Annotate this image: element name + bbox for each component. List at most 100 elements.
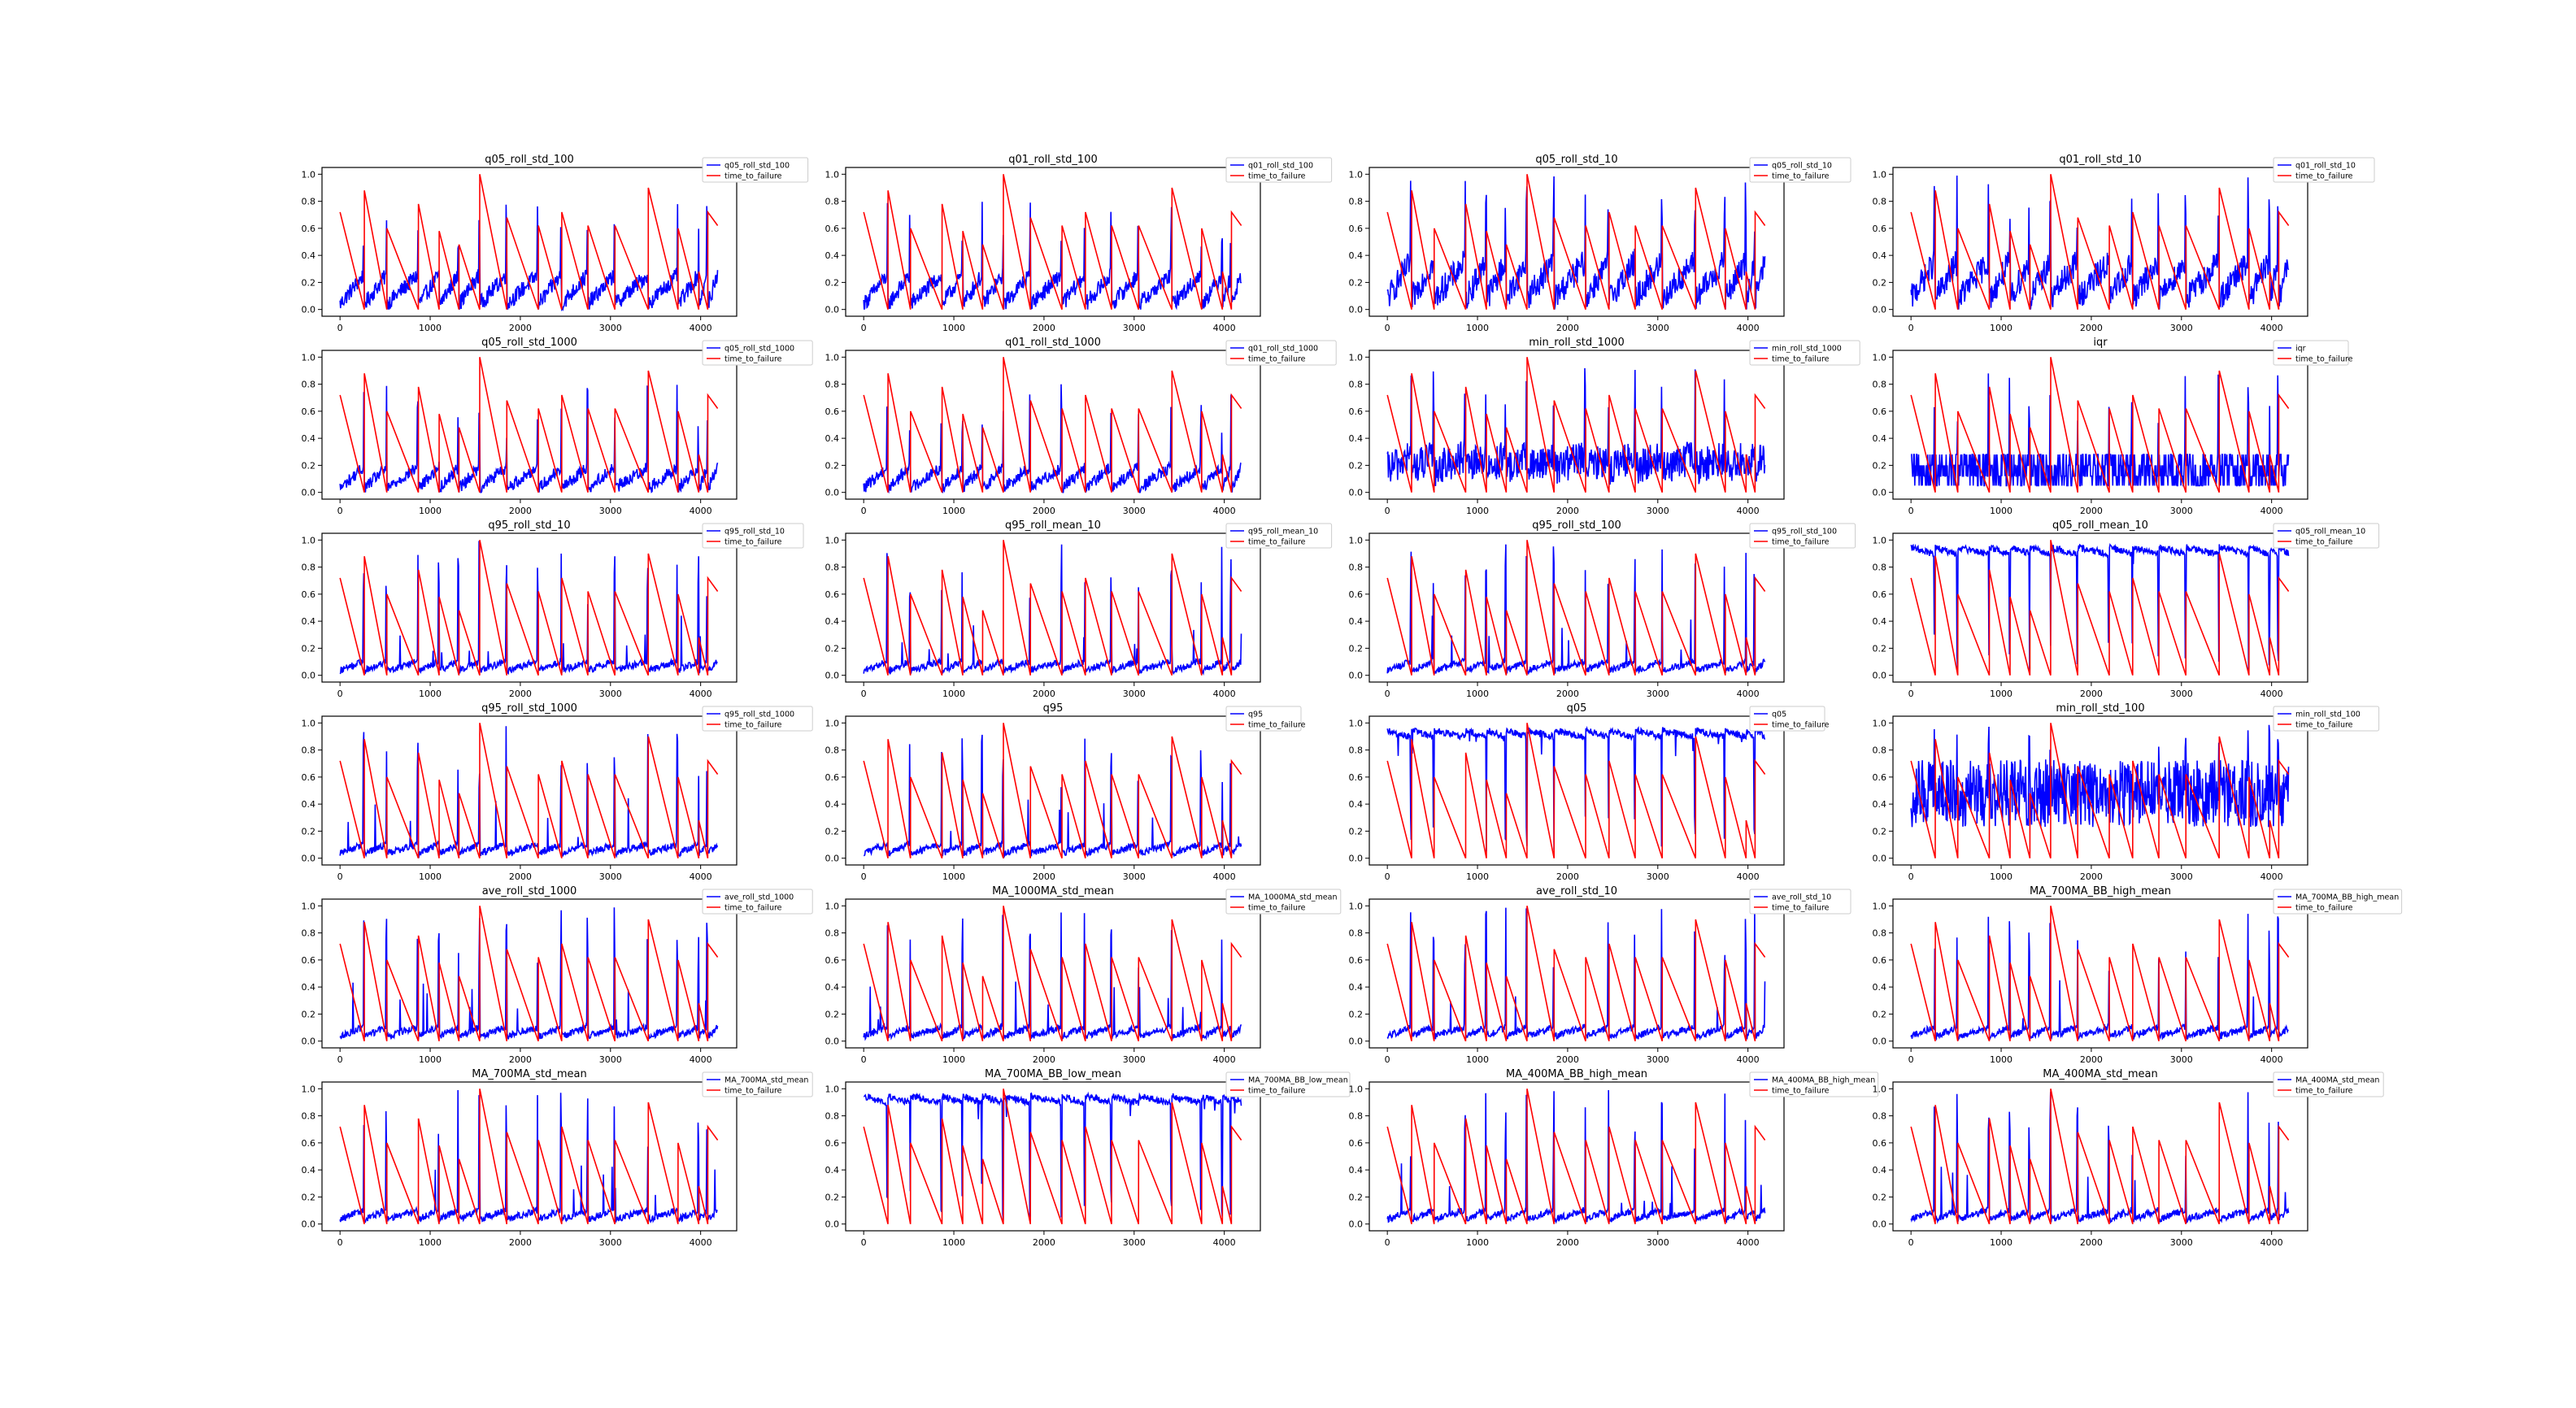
x-tick-label: 1000 <box>1466 1237 1489 1248</box>
subplot-20: 0 1000 2000 3000 4000 0.0 0.2 0.4 0.6 0.8 1.0 MA_70… <box>1873 885 2403 1065</box>
subplot-18: 0 1000 2000 3000 4000 0.0 0.2 0.4 0.6 0.8 1.0 MA_10… <box>825 885 1342 1065</box>
subplot-9: 0 1000 2000 3000 4000 0.0 0.2 0.4 0.6 0.8 1.0 q95_r… <box>302 519 804 699</box>
x-tick-label: 3000 <box>599 1054 622 1065</box>
x-tick-label: 4000 <box>1213 323 1236 333</box>
y-tick-label: 0.2 <box>1873 643 1887 654</box>
y-tick-label: 0.0 <box>302 854 316 864</box>
legend: MA_700MA_std_mean time_to_failure <box>702 1071 813 1097</box>
y-tick-label: 0.0 <box>1873 854 1887 864</box>
x-tick-label: 1000 <box>419 1054 442 1065</box>
x-tick-label: 2000 <box>1033 1237 1055 1248</box>
x-tick-label: 0 <box>1908 323 1914 333</box>
axes-frame <box>1368 350 1785 500</box>
x-tick-label: 2000 <box>1556 1054 1579 1065</box>
x-tick-label: 1000 <box>1466 323 1489 333</box>
x-tick-label: 3000 <box>599 689 622 699</box>
y-tick-label: 0.4 <box>1349 982 1364 993</box>
x-tick-label: 0 <box>337 323 343 333</box>
x-tick-label: 2000 <box>1556 506 1579 516</box>
subplot-title: q95_roll_std_100 <box>1532 519 1621 532</box>
y-tick-label: 0.8 <box>1349 563 1364 573</box>
y-tick-label: 0.4 <box>1349 616 1364 627</box>
legend-label: time_to_failure <box>1772 538 1830 547</box>
series-line-q95_roll_std_1000 <box>339 726 719 859</box>
subplot-title: q05_roll_std_100 <box>485 154 573 166</box>
x-tick-label: 4000 <box>690 689 712 699</box>
legend-frame <box>2273 1071 2384 1097</box>
legend-label: q01_roll_std_1000 <box>1248 345 1318 354</box>
legend-label: time_to_failure <box>1248 172 1306 181</box>
legend-frame <box>702 523 804 549</box>
legend-label: q05_roll_std_100 <box>724 162 790 171</box>
x-tick-label: 3000 <box>1123 323 1146 333</box>
y-tick-label: 1.0 <box>302 718 316 728</box>
subplot-title: MA_400MA_std_mean <box>2043 1068 2158 1080</box>
series-line-MA_1000MA_std_mean <box>863 912 1242 1041</box>
x-tick-label: 3000 <box>599 1237 622 1248</box>
x-tick-label: 0 <box>1385 323 1390 333</box>
series-line-min_roll_std_100 <box>1910 724 2290 828</box>
subplot-title: q05_roll_std_10 <box>1535 154 1617 166</box>
y-tick-label: 1.0 <box>1349 169 1364 180</box>
x-tick-label: 0 <box>337 1237 343 1248</box>
legend: ave_roll_std_1000 time_to_failure <box>702 889 813 915</box>
x-tick-label: 0 <box>1385 689 1390 699</box>
y-tick-label: 0.2 <box>825 1009 840 1019</box>
x-tick-label: 0 <box>1385 871 1390 882</box>
x-tick-label: 4000 <box>1737 689 1760 699</box>
series-line-time_to_failure <box>1910 723 2290 858</box>
series-line-time_to_failure <box>339 174 719 310</box>
y-tick-label: 1.0 <box>825 718 840 728</box>
x-tick-label: 4000 <box>690 1054 712 1065</box>
y-tick-label: 0.0 <box>825 488 840 498</box>
x-tick-label: 3000 <box>2170 689 2193 699</box>
x-tick-label: 2000 <box>509 871 532 882</box>
y-tick-label: 0.6 <box>825 772 840 783</box>
legend-label: iqr <box>2295 345 2306 354</box>
x-tick-label: 4000 <box>1737 1054 1760 1065</box>
series-line-time_to_failure <box>1386 723 1766 858</box>
x-tick-label: 1000 <box>1990 323 2012 333</box>
series-line-MA_700MA_std_mean <box>339 1089 718 1223</box>
series-line-time_to_failure <box>339 906 719 1041</box>
y-tick-label: 0.4 <box>825 616 840 627</box>
y-tick-label: 1.0 <box>1873 169 1887 180</box>
y-tick-label: 0.0 <box>1873 305 1887 315</box>
subplot-title: MA_700MA_BB_low_mean <box>985 1068 1121 1080</box>
series-line-q01_roll_std_1000 <box>863 384 1242 494</box>
y-tick-label: 1.0 <box>825 352 840 363</box>
y-tick-label: 0.8 <box>1873 197 1887 207</box>
y-tick-label: 1.0 <box>1873 901 1887 911</box>
y-tick-label: 0.4 <box>302 433 316 444</box>
subplot-22: 0 1000 2000 3000 4000 0.0 0.2 0.4 0.6 0.8 1.0 MA_70… <box>825 1068 1351 1248</box>
x-tick-label: 4000 <box>2261 1237 2283 1248</box>
subplot-10: 0 1000 2000 3000 4000 0.0 0.2 0.4 0.6 0.8 1.0 q95_r… <box>825 519 1333 699</box>
x-tick-label: 1000 <box>1466 1054 1489 1065</box>
axes-frame <box>1892 715 2308 866</box>
axes-frame <box>845 898 1261 1049</box>
y-tick-label: 0.6 <box>1873 406 1887 417</box>
y-tick-label: 0.0 <box>302 488 316 498</box>
x-tick-label: 4000 <box>1213 506 1236 516</box>
series-line-time_to_failure <box>863 174 1242 310</box>
x-tick-label: 1000 <box>1466 689 1489 699</box>
series-line-time_to_failure <box>863 357 1242 493</box>
y-tick-label: 0.0 <box>825 854 840 864</box>
y-tick-label: 0.8 <box>302 928 316 939</box>
y-tick-label: 1.0 <box>825 535 840 545</box>
x-tick-label: 3000 <box>599 506 622 516</box>
x-tick-label: 1000 <box>942 871 965 882</box>
series-line-time_to_failure <box>339 357 719 493</box>
series-line-q05_roll_std_100 <box>339 204 719 312</box>
y-tick-label: 0.0 <box>1873 488 1887 498</box>
x-tick-label: 1000 <box>942 1054 965 1065</box>
y-tick-label: 0.0 <box>1873 1036 1887 1047</box>
x-tick-label: 0 <box>1908 1237 1914 1248</box>
legend-label: time_to_failure <box>2295 355 2353 364</box>
y-tick-label: 0.2 <box>302 277 316 288</box>
subplot-16: 0 1000 2000 3000 4000 0.0 0.2 0.4 0.6 0.8 1.0 min_r… <box>1873 702 2380 882</box>
x-tick-label: 4000 <box>1213 871 1236 882</box>
legend-label: time_to_failure <box>1772 904 1830 913</box>
